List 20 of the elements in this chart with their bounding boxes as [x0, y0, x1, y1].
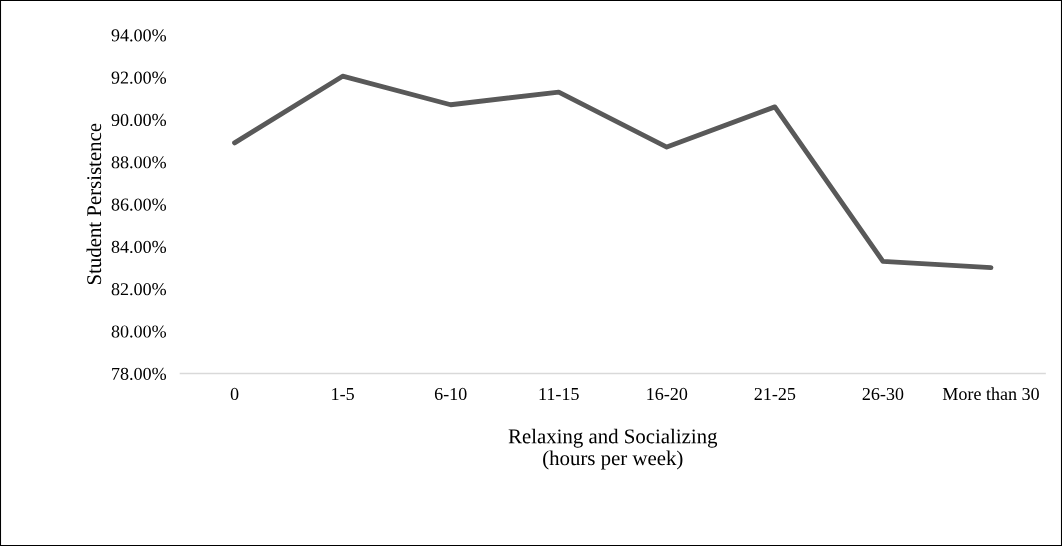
x-tick-label: 11-15	[539, 387, 579, 401]
x-tick-label: 16-20	[647, 387, 688, 401]
y-tick-label: 88.00%	[111, 156, 167, 169]
y-tick-label: 84.00%	[111, 240, 167, 254]
x-tick-label: More than 30	[942, 387, 1039, 401]
y-tick-label: 90.00%	[111, 113, 167, 127]
y-tick-label: 92.00%	[111, 71, 167, 84]
x-tick-label: 21-25	[754, 387, 796, 401]
y-tick-label: 86.00%	[111, 198, 167, 211]
y-tick-label: 80.00%	[111, 325, 167, 338]
x-tick-label: 26-30	[862, 387, 904, 401]
y-tick-label: 82.00%	[111, 283, 167, 296]
y-axis-title: Student Persistence	[86, 123, 102, 285]
y-tick-label: 78.00%	[112, 367, 167, 380]
x-tick-label: 0	[230, 387, 239, 401]
x-tick-label: 1-5	[332, 387, 354, 401]
x-tick-label: 6-10	[434, 387, 467, 401]
y-tick-label: 94.00%	[111, 29, 167, 42]
x-axis-title: Relaxing and Socializing (hours per week)	[508, 428, 718, 470]
line-series	[232, 73, 994, 271]
